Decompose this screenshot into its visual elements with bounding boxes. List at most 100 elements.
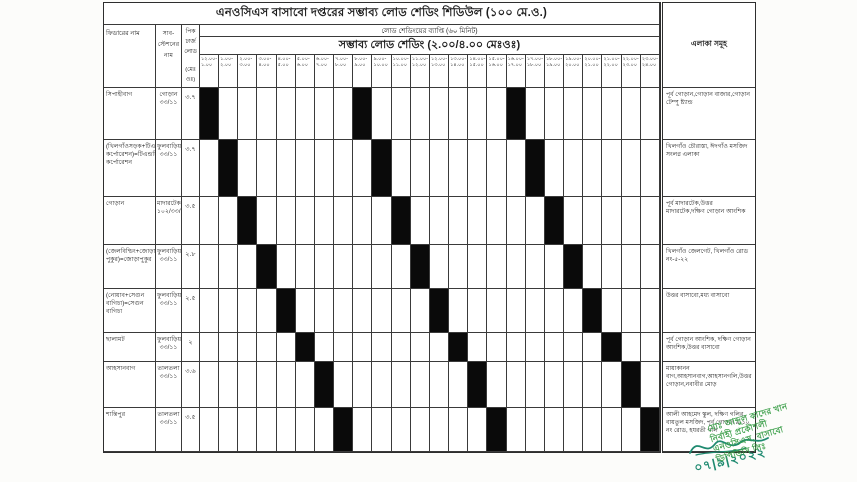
schedule-cell bbox=[468, 140, 488, 197]
feeder-name-cell: (জেলবিল্ডিং+জোড়া পুকুর)=জোড়াপুকুর bbox=[104, 245, 156, 289]
schedule-cell bbox=[640, 289, 660, 333]
load-value-cell: ৩.৫ bbox=[182, 408, 200, 452]
schedule-cell bbox=[334, 197, 354, 245]
shed-cell bbox=[602, 333, 622, 362]
load-header-label: পিক ঢার্জ লোড bbox=[184, 29, 197, 55]
shed-cell bbox=[238, 197, 258, 245]
schedule-cell bbox=[468, 333, 488, 362]
time-slot-header: ৭.০০- ৮.০০ bbox=[334, 55, 354, 88]
shed-cell bbox=[468, 362, 488, 408]
schedule-cell bbox=[238, 88, 258, 140]
schedule-cell bbox=[487, 362, 507, 408]
load-value-cell: ৩.৭ bbox=[182, 140, 200, 197]
schedule-cell bbox=[468, 197, 488, 245]
schedule-cell bbox=[449, 362, 469, 408]
schedule-cell bbox=[410, 362, 430, 408]
schedule-cell bbox=[372, 88, 392, 140]
schedule-cell bbox=[295, 245, 315, 289]
schedule-cell bbox=[353, 362, 373, 408]
shed-cell bbox=[334, 408, 354, 452]
load-value-cell: ৩.৫ bbox=[182, 197, 200, 245]
feeder-name-cell: সিপাহীবাগ bbox=[104, 88, 156, 140]
schedule-cell bbox=[640, 140, 660, 197]
schedule-cell bbox=[314, 88, 335, 140]
shed-cell bbox=[410, 245, 430, 289]
schedule-cell bbox=[429, 140, 450, 197]
schedule-cell bbox=[621, 140, 641, 197]
schedule-cell bbox=[583, 140, 603, 197]
load-value-cell: ৩.৬ bbox=[182, 362, 200, 408]
time-slot-header: ৩.০০- ৪.০০ bbox=[257, 55, 277, 88]
schedule-cell bbox=[583, 333, 603, 362]
schedule-cell bbox=[544, 333, 565, 362]
schedule-cell bbox=[487, 245, 507, 289]
handwritten-signature bbox=[689, 437, 769, 456]
schedule-cell bbox=[564, 88, 584, 140]
shed-cell bbox=[295, 333, 315, 362]
shed-cell bbox=[314, 362, 335, 408]
schedule-cell bbox=[238, 408, 258, 452]
schedule-cell bbox=[276, 408, 296, 452]
shed-cell bbox=[621, 362, 641, 408]
area-rows: পূর্ব গোড়ান,গোড়ান বাজার,গোড়ান টেম্পু … bbox=[663, 88, 755, 452]
schedule-cell bbox=[295, 408, 315, 452]
schedule-cell bbox=[372, 197, 392, 245]
time-slot-header: ৬.০০- ৭.০০ bbox=[314, 55, 335, 88]
shed-cell bbox=[583, 289, 603, 333]
schedule-cell bbox=[219, 88, 239, 140]
schedule-cell bbox=[334, 140, 354, 197]
shed-cell bbox=[429, 289, 450, 333]
shedding-amount-header: সম্ভাব্য লোড শেডিং (২.০০/৪.০০ মেঃওঃ) bbox=[200, 37, 660, 55]
schedule-cell bbox=[506, 289, 526, 333]
column-header-load: পিক ঢার্জ লোড (মেঃ ওঃ) bbox=[182, 25, 200, 88]
schedule-cell bbox=[410, 88, 430, 140]
shed-cell bbox=[372, 140, 392, 197]
schedule-cell bbox=[219, 333, 239, 362]
schedule-cell bbox=[391, 333, 411, 362]
schedule-cell bbox=[468, 408, 488, 452]
time-slot-header: ২১.০০- ২২.০০ bbox=[602, 55, 622, 88]
schedule-cell bbox=[353, 289, 373, 333]
page-title: এনওসিএস বাসাবো দপ্তরের সম্ভাব্য লোড শেডি… bbox=[104, 3, 660, 25]
schedule-cell bbox=[564, 333, 584, 362]
areas-column: এলাকা সমূহ পূর্ব গোড়ান,গোড়ান বাজার,গোড… bbox=[662, 2, 756, 453]
time-slot-header: ৯.০০- ১০.০০ bbox=[372, 55, 392, 88]
schedule-cell bbox=[544, 362, 565, 408]
substation-cell: ফুলবাড়িয়া ৩৩/১১ bbox=[156, 333, 182, 362]
time-slot-header: ২৩.০০- ২৪.০০ bbox=[640, 55, 660, 88]
schedule-cell bbox=[525, 245, 545, 289]
schedule-cell bbox=[449, 140, 469, 197]
schedule-cell bbox=[564, 197, 584, 245]
shed-cell bbox=[525, 140, 545, 197]
schedule-cell bbox=[410, 333, 430, 362]
time-slot-header: ৪.০০- ৫.০০ bbox=[276, 55, 296, 88]
duration-note: লোড শেডিংয়ের ব্যাপ্তি (৬০ মিনিট) bbox=[200, 25, 660, 37]
shed-cell bbox=[219, 140, 239, 197]
schedule-cell bbox=[410, 408, 430, 452]
schedule-cell bbox=[602, 245, 622, 289]
schedule-cell bbox=[468, 289, 488, 333]
schedule-cell bbox=[449, 245, 469, 289]
load-value-cell: ২.৮ bbox=[182, 245, 200, 289]
schedule-cell bbox=[544, 408, 565, 452]
schedule-cell bbox=[257, 289, 277, 333]
schedule-cell bbox=[257, 408, 277, 452]
schedule-cell bbox=[487, 140, 507, 197]
substation-cell: মাদারটেক ১০২/৩৩/১১ bbox=[156, 197, 182, 245]
schedule-cell bbox=[506, 140, 526, 197]
schedule-cell bbox=[564, 140, 584, 197]
schedule-cell bbox=[602, 88, 622, 140]
schedule-grid: এনওসিএস বাসাবো দপ্তরের সম্ভাব্য লোড শেডি… bbox=[103, 2, 661, 453]
schedule-cell bbox=[621, 289, 641, 333]
schedule-cell bbox=[449, 408, 469, 452]
schedule-cell bbox=[238, 289, 258, 333]
schedule-cell bbox=[544, 245, 565, 289]
time-slot-header: ১৯.০০- ২০.০০ bbox=[564, 55, 584, 88]
shed-cell bbox=[506, 88, 526, 140]
schedule-cell bbox=[506, 408, 526, 452]
schedule-cell bbox=[429, 333, 450, 362]
substation-cell: তালতলা ৩৩/১১ bbox=[156, 362, 182, 408]
schedule-cell bbox=[219, 408, 239, 452]
schedule-cell bbox=[200, 408, 220, 452]
shed-cell bbox=[544, 197, 565, 245]
